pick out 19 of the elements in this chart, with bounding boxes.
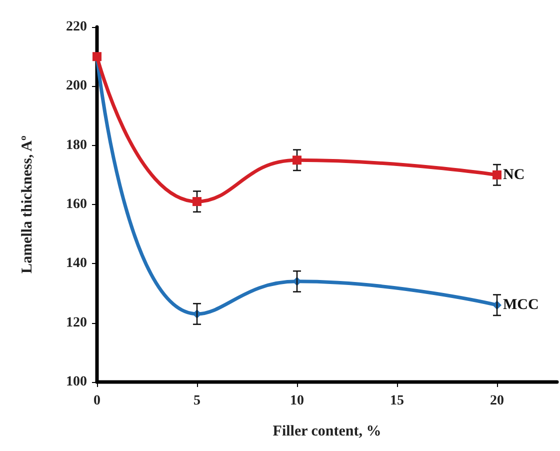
y-tick-label: 180 <box>66 138 87 153</box>
x-tick-label: 5 <box>194 394 200 408</box>
x-tick-label: 20 <box>490 394 504 408</box>
y-tick-label: 220 <box>66 20 87 34</box>
y-tick-label: 100 <box>66 374 87 390</box>
x-axis-title: Filler content, % <box>272 424 382 440</box>
point <box>492 170 502 180</box>
y-axis-title: Lamella thickness, Aº <box>20 136 36 274</box>
x-tick-label: 0 <box>94 394 100 408</box>
point <box>292 156 302 165</box>
series-label: NC <box>503 166 525 183</box>
x-tick-label: 10 <box>290 394 304 408</box>
point <box>192 197 202 206</box>
y-tick-label: 160 <box>66 197 87 212</box>
x-tick-label: 15 <box>390 394 404 408</box>
y-tick-label: 140 <box>66 256 87 272</box>
series-label: MCC <box>503 297 539 314</box>
y-tick-label: 200 <box>66 78 87 94</box>
y-tick-label: 120 <box>66 315 87 330</box>
